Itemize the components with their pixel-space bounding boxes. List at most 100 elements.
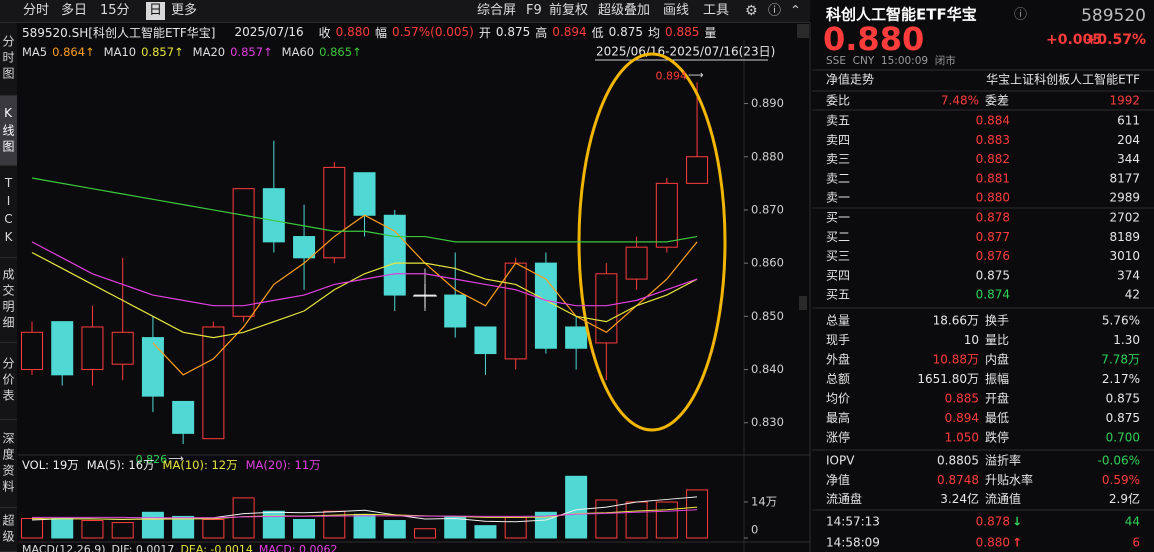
volume-title: VOL: 19万 [22,458,79,472]
stat-value: 0.875 [1106,392,1140,406]
toolbar-button[interactable]: 综合屏 [477,3,517,18]
y-tick-label: 0.880 [751,149,784,163]
stat-label: 委比 [826,94,850,108]
stat-value: 0.885 [945,392,979,406]
side-tab[interactable]: 分时图 [0,23,17,96]
toolbar-button[interactable]: 前复权 [549,3,589,18]
high-arrow: ⟶ [688,68,704,81]
quote-bg [812,0,1154,552]
side-tab[interactable]: 分价表 [0,343,17,420]
toolbar-bg [0,0,810,23]
stat-value: 0.700 [1106,431,1140,445]
stat-value: 10 [964,333,979,347]
stat-label: 换手 [985,314,1009,328]
info-item: 开 [478,25,491,40]
legend-value: 0.864↑ [52,45,95,59]
info-item: 均 [647,25,660,40]
bid-price: 0.878 [976,211,1010,225]
bid-label: 买二 [826,230,850,244]
y-tick-label: 0.840 [751,362,784,376]
bid-label: 买四 [826,268,850,282]
volume-bar [232,497,255,539]
side-tab[interactable]: TICK [0,166,17,258]
side-tab[interactable]: K线图 [0,96,17,166]
toolbar-button[interactable]: F9 [526,3,542,18]
stat-value: 2.9亿 [1109,491,1140,506]
stat-label: 均价 [826,392,850,406]
bid-volume: 3010 [1109,249,1140,263]
toolbar-button[interactable]: 15分 [100,3,130,18]
stat-label: 振幅 [985,371,1009,386]
bid-volume: 42 [1125,288,1140,302]
stat-value: 0.8805 [937,454,979,468]
candle-body [202,326,225,440]
trade-volume: 44 [1125,515,1140,529]
volume-bar [474,525,497,539]
info-item: 0.57%(0.005) [392,25,474,39]
change: +0.005 [1046,32,1102,48]
trade-volume: 6 [1132,536,1140,550]
ask-volume: 344 [1117,152,1140,166]
bid-label: 买三 [826,249,850,263]
ask-label: 卖一 [826,191,850,205]
volume-ma-line [32,509,698,519]
stat-value: 0.875 [1106,411,1140,425]
ask-price: 0.881 [976,171,1010,185]
candle-body [111,331,134,365]
candles [21,82,709,444]
legend-item: MA(5): 16万 [86,458,155,472]
toolbar-button[interactable]: 日 [146,2,166,20]
side-tab[interactable]: 成交明细 [0,258,17,343]
fund-full-name: 华宝上证科创板人工智能ETF [986,72,1140,87]
scroll-handle[interactable] [799,296,807,310]
toolbar-button[interactable]: 更多 [171,3,198,18]
info-item: 0.885 [665,25,700,39]
volume-bar [686,489,709,539]
toolbar-button[interactable]: 超级叠加 [598,3,651,18]
bid-volume: 2702 [1109,211,1140,225]
ask-label: 卖四 [826,133,850,147]
stat-label: 委差 [985,94,1009,108]
stat-value: 7.78万 [1101,353,1140,367]
ma-line [31,241,698,307]
stat-value: -0.06% [1098,454,1140,468]
legend-value: 0.865↑ [319,45,362,59]
candle-body [262,188,285,243]
candle-body [565,326,588,349]
stat-label: 量比 [985,333,1009,347]
candle-body [323,166,346,259]
volume-legend: VOL: 19万 MA(5): 16万 MA(10): 12万 MA(20): 11万 [22,457,321,473]
side-tab[interactable]: 深度资料 [0,420,17,508]
volume-bar [111,522,134,539]
ask-volume: 2989 [1109,191,1140,205]
candle-body [232,188,255,317]
volume-bar [202,518,225,539]
toolbar-button[interactable]: 多日 [61,3,88,18]
toolbar-button[interactable]: 工具 [703,3,730,18]
ask-label: 卖三 [826,152,850,166]
candle-body [444,294,467,328]
macd-item: DEA: -0.0014 [180,542,253,552]
low-label: 0.826 [136,453,168,466]
volume-bar [353,513,376,539]
chart-bg [18,23,810,552]
scroll-icon[interactable] [797,24,809,38]
ask-price: 0.882 [976,152,1010,166]
ask-price: 0.880 [976,191,1010,205]
stat-label: 外盘 [826,352,850,367]
side-tab[interactable]: 超级 [0,508,17,552]
stat-value: 0.59% [1102,473,1140,487]
stat-value: 1992 [1109,94,1140,108]
stat-value: 18.66万 [933,314,979,328]
info-icon[interactable]: ⓘ [1014,8,1027,23]
volume-bar [504,516,527,539]
stat-label: 升贴水率 [985,472,1033,487]
ask-label: 卖二 [826,171,850,185]
toolbar-button[interactable]: 分时 [23,3,50,18]
trade-price: 0.880 [976,536,1010,550]
candle-body [293,236,316,259]
volume-bar [383,520,406,539]
toolbar-button[interactable]: 画线 [663,3,690,18]
volume-bar [21,517,43,539]
trade-arrow: ↑ [1012,536,1022,550]
